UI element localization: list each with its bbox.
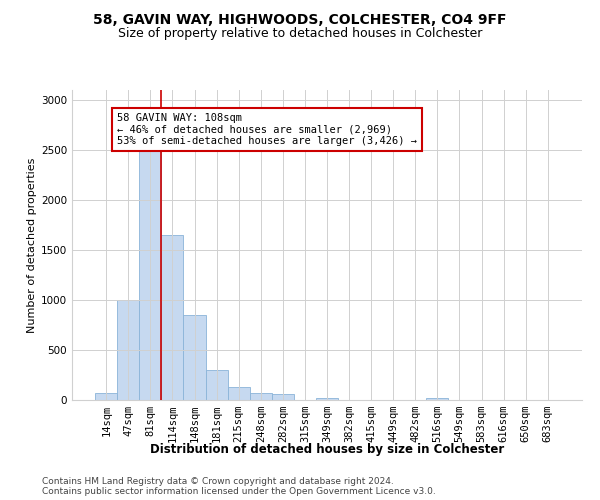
Bar [184,315,206,400]
Text: Contains public sector information licensed under the Open Government Licence v3: Contains public sector information licen… [42,488,436,496]
Bar [139,150,161,400]
Bar [161,235,184,400]
Text: 58 GAVIN WAY: 108sqm
← 46% of detached houses are smaller (2,969)
53% of semi-de: 58 GAVIN WAY: 108sqm ← 46% of detached h… [117,113,417,146]
Bar [95,392,117,400]
Y-axis label: Number of detached properties: Number of detached properties [27,158,37,332]
Bar [206,370,227,400]
Bar [250,392,272,400]
Text: Size of property relative to detached houses in Colchester: Size of property relative to detached ho… [118,28,482,40]
Text: Distribution of detached houses by size in Colchester: Distribution of detached houses by size … [150,442,504,456]
Text: 58, GAVIN WAY, HIGHWOODS, COLCHESTER, CO4 9FF: 58, GAVIN WAY, HIGHWOODS, COLCHESTER, CO… [93,12,507,26]
Bar [427,398,448,400]
Text: Contains HM Land Registry data © Crown copyright and database right 2024.: Contains HM Land Registry data © Crown c… [42,478,394,486]
Bar [117,300,139,400]
Bar [272,394,294,400]
Bar [227,386,250,400]
Bar [316,398,338,400]
